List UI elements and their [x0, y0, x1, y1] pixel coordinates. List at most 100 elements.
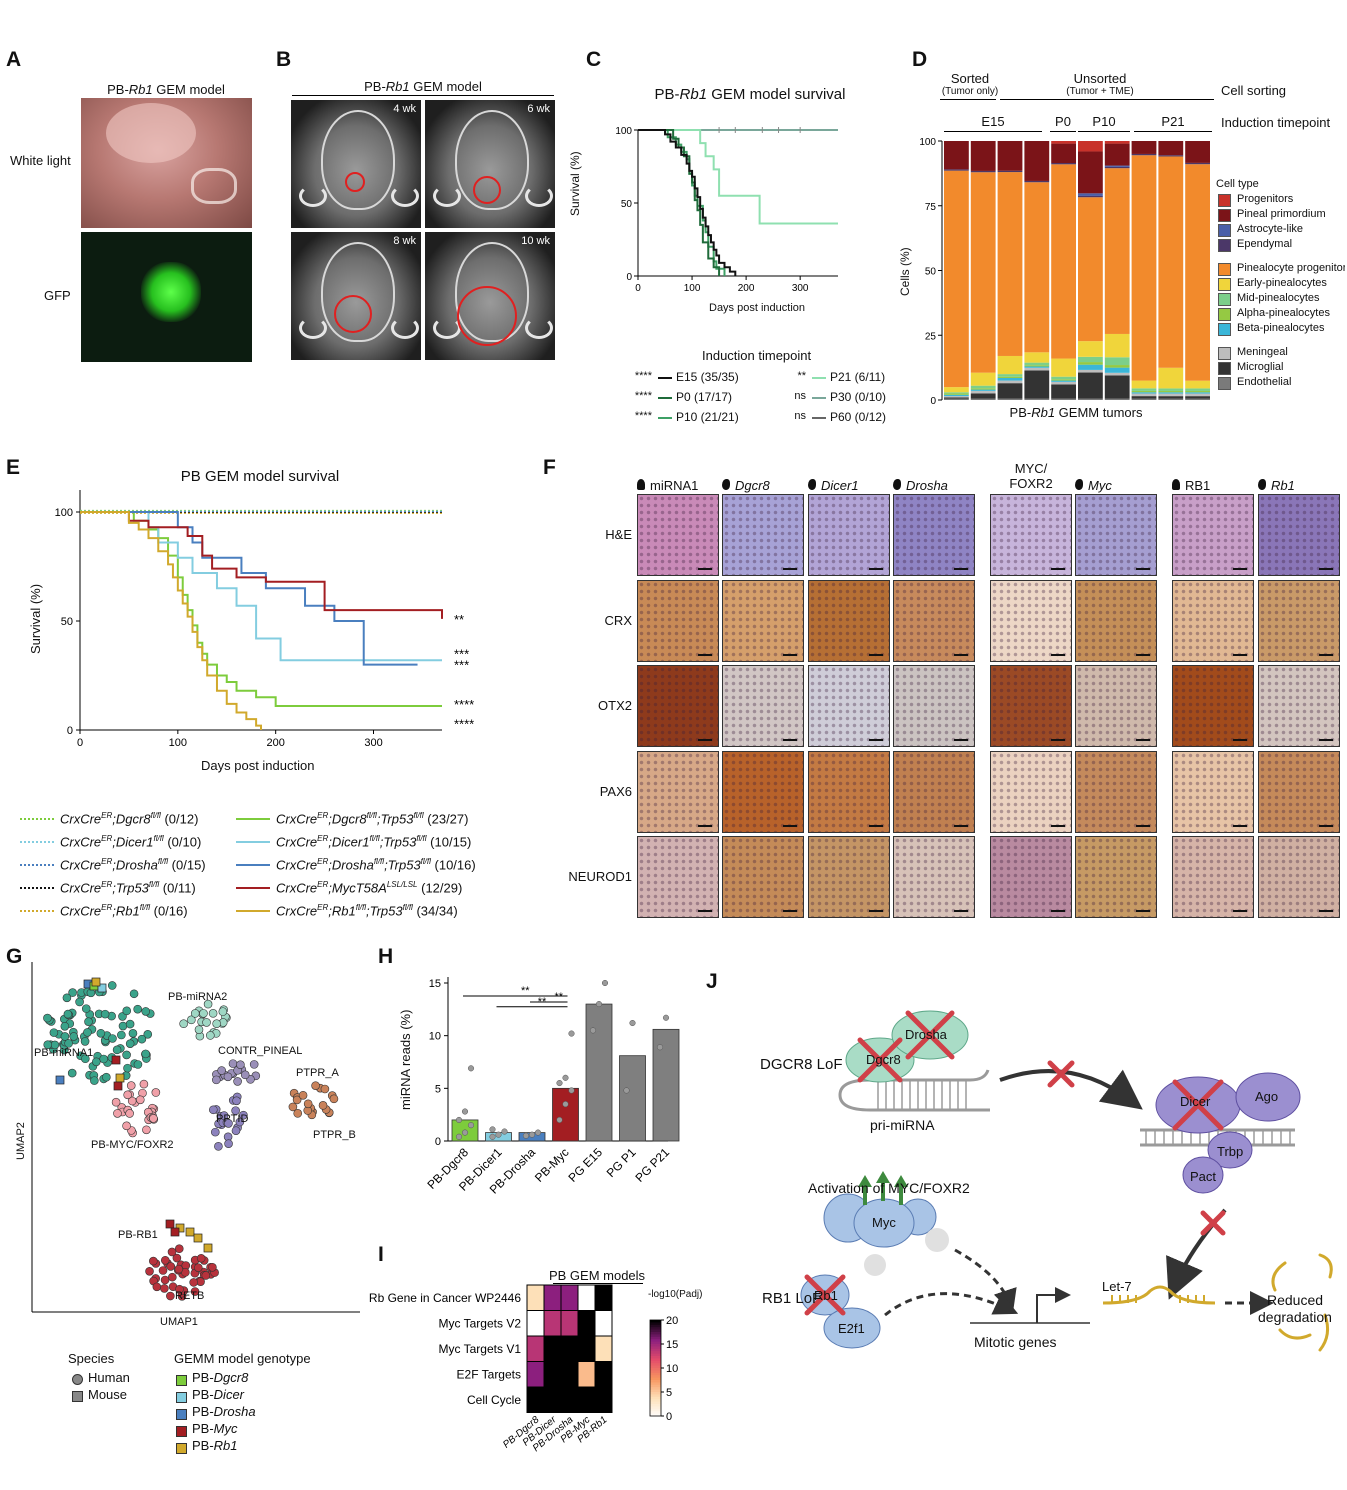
ago-protein	[1235, 1072, 1301, 1122]
bar-segment-microglial	[1131, 396, 1157, 399]
bar-segment-microglial	[1078, 372, 1103, 399]
colorbar-segment	[650, 1356, 661, 1359]
legend-swatch-microglial	[1218, 362, 1231, 375]
histology-tile	[1075, 494, 1157, 576]
umap-point-human	[60, 1021, 70, 1031]
legend-swatch-alpha-pinealocytes	[1218, 308, 1231, 321]
histology-tile	[1258, 665, 1340, 747]
legend-label-part: (0/11)	[159, 880, 196, 896]
unsorted-label: Unsorted	[1073, 71, 1127, 86]
umap-point-human	[125, 1039, 135, 1048]
replicate-point	[461, 1129, 469, 1136]
bar-segment-progenitors	[1051, 141, 1076, 144]
x-tick-label: 200	[266, 737, 284, 749]
significance-marker: **	[797, 370, 806, 382]
species-label: Mouse	[88, 1387, 128, 1402]
scale-bar	[1319, 654, 1333, 656]
umap-point-human	[122, 1050, 131, 1060]
bar-segment-ependymal	[1024, 180, 1050, 183]
mouse-icon	[722, 479, 730, 490]
legend-label-part: ER	[101, 903, 113, 912]
colorbar-segment	[650, 1322, 661, 1326]
legend-swatch-dicer	[236, 841, 270, 843]
mouse-icon	[1258, 479, 1266, 490]
histology-tile	[990, 494, 1072, 576]
mri-image-4: 10 wk	[425, 232, 555, 360]
scale-bar	[1319, 910, 1333, 912]
column-header-drosha: Drosha	[893, 478, 975, 493]
umap-point-human	[194, 1025, 204, 1034]
survival-curve-rb1	[80, 511, 262, 730]
legend-label-part: CrxCre	[276, 880, 318, 896]
legend-label: CrxCreER;Droshafl/fl (0/15)	[60, 857, 206, 872]
legend-swatch-rb1	[236, 910, 270, 912]
timepoint-label: 10 wk	[521, 235, 550, 247]
umap-point-human	[43, 1013, 52, 1023]
legend-label-part: ER	[317, 880, 329, 889]
let7-block-x	[1200, 1210, 1226, 1236]
mouse-marker-icon	[72, 1391, 83, 1402]
colorbar-tick-label: 0	[666, 1411, 672, 1423]
mitotic-genes-label: Mitotic genes	[974, 1334, 1057, 1350]
panel-a-title: PB-Rb1 GEM model	[107, 82, 225, 97]
significance-marker: ns	[794, 390, 806, 402]
row-label-he: H&E	[605, 527, 632, 542]
cluster-label: RETB	[175, 1290, 205, 1302]
panel-e-ylabel: Survival (%)	[28, 583, 43, 654]
panel-label-a: A	[6, 48, 22, 71]
legend-label-part: fl/fl	[355, 903, 366, 912]
umap-point-human	[189, 1278, 198, 1287]
genotype-label: PB-Dgcr8	[192, 1370, 248, 1385]
umap-point-human	[113, 1109, 122, 1118]
bar-segment-alpha-pinealocytes	[970, 388, 996, 390]
umap-point-human	[172, 1253, 182, 1263]
legend-label-part: CrxCre	[60, 903, 102, 919]
x-tick-label: 200	[738, 283, 755, 294]
legend-label: P21 (6/11)	[830, 370, 886, 384]
replicate-point	[562, 1074, 569, 1081]
umap-point-human	[202, 1018, 211, 1027]
dicer-label: Dicer	[1180, 1094, 1211, 1109]
umap-point-human	[209, 1105, 218, 1115]
colorbar-segment	[650, 1329, 661, 1333]
umap-point-human	[102, 1072, 111, 1082]
scale-bar	[954, 910, 968, 912]
umap-point-human	[249, 1060, 259, 1069]
myc-label: Myc	[872, 1215, 896, 1230]
dgcr8-label: Dgcr8	[866, 1052, 901, 1067]
row-label-otx2: OTX2	[598, 698, 632, 713]
mri-ear-right	[391, 185, 419, 207]
umap-point-human	[135, 1095, 145, 1105]
umap-point-human	[84, 1017, 93, 1026]
scale-bar	[783, 910, 797, 912]
replicate-point	[501, 1128, 508, 1135]
scale-bar	[1319, 825, 1333, 827]
colorbar-segment	[650, 1377, 661, 1381]
umap-point-human	[139, 1079, 149, 1089]
column-header-myc: Myc	[1075, 478, 1157, 493]
bar-segment-beta-pinealocytes	[1104, 367, 1130, 373]
umap-point-human	[133, 1004, 142, 1014]
umap-point-human	[99, 1054, 108, 1064]
umap-point-human	[133, 1060, 143, 1069]
umap-point-human	[43, 1040, 53, 1050]
legend-label-part: ER	[101, 880, 113, 889]
colorbar-tick-label: 5	[666, 1387, 672, 1399]
legend-swatch-endothelial	[1218, 377, 1231, 390]
umap-point-mouse	[185, 1227, 195, 1237]
y-tick-label: 0	[435, 1136, 441, 1148]
umap-point-human	[212, 1019, 221, 1029]
colorbar-segment	[650, 1394, 661, 1398]
heatmap-cell	[594, 1335, 613, 1362]
umap-point-human	[196, 1254, 206, 1263]
bar-segment-ependymal	[997, 170, 1023, 173]
legend-swatch-drosha	[20, 864, 54, 866]
gfp-photo	[81, 232, 252, 362]
histology-tile	[990, 665, 1072, 747]
umap-point-human	[236, 1060, 245, 1070]
umap-point-human	[166, 1262, 176, 1271]
histology-tile	[722, 751, 804, 833]
bar-segment-ependymal	[970, 170, 996, 173]
cell-sorting-label: Cell sorting	[1221, 83, 1287, 98]
